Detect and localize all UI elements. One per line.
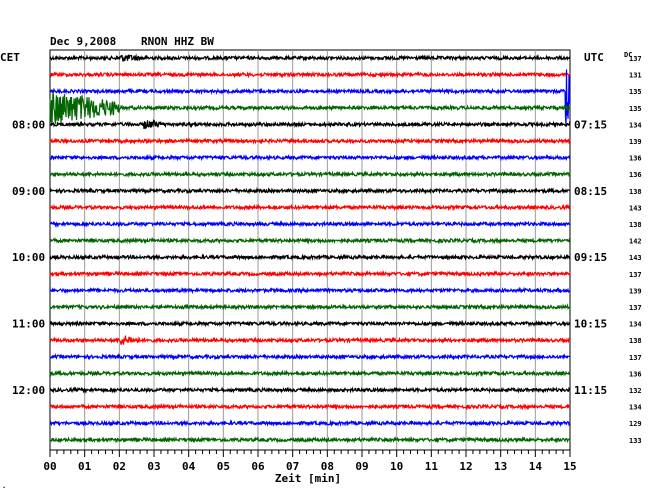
x-tick-label: 06	[251, 460, 265, 473]
trace-row-5	[49, 137, 571, 145]
x-tick-label: 08	[321, 460, 334, 473]
dc-offset-label: 138	[629, 221, 642, 229]
dc-offset-label: 143	[629, 254, 642, 262]
x-tick-label: 04	[182, 460, 196, 473]
right-time-label: 08:15	[574, 185, 607, 198]
dc-offset-label: 135	[629, 105, 642, 113]
trace-row-23	[49, 435, 571, 444]
grid-layer	[49, 49, 571, 451]
trace-row-17	[49, 335, 571, 345]
trace-row-18	[49, 352, 571, 361]
trace-row-20	[49, 386, 571, 394]
trace-row-15	[49, 303, 571, 311]
dc-offset-label: 134	[629, 321, 642, 329]
left-timezone-label: CET	[0, 51, 20, 64]
x-tick-label: 13	[494, 460, 507, 473]
trace-row-7	[49, 170, 571, 179]
right-time-label: 09:15	[574, 251, 607, 264]
x-tick-label: 00	[43, 460, 56, 473]
dc-offset-label: 135	[629, 88, 642, 96]
x-tick-label: 07	[286, 460, 299, 473]
trace-row-16	[49, 319, 571, 328]
trace-row-21	[49, 402, 571, 411]
dc-offset-label: 136	[629, 370, 642, 378]
x-tick-label: 05	[217, 460, 230, 473]
dc-offset-label: 137	[629, 354, 642, 362]
x-tick-label: 14	[529, 460, 543, 473]
dc-offset-label: 139	[629, 287, 642, 295]
trace-row-19	[49, 369, 571, 378]
trace-row-12	[49, 253, 571, 262]
trace-row-13	[49, 269, 571, 278]
trace-row-10	[49, 220, 571, 228]
trace-row-14	[49, 286, 571, 295]
left-time-label: 08:00	[12, 118, 45, 131]
corner-mark: .	[2, 482, 6, 490]
dc-label: DC	[624, 51, 632, 59]
station-label: RNON HHZ BW	[141, 35, 214, 48]
x-tick-label: 02	[113, 460, 126, 473]
x-tick-label: 01	[78, 460, 92, 473]
trace-row-3	[49, 91, 571, 124]
dc-offset-label: 143	[629, 204, 642, 212]
labels-layer: 137 131 135 135 134 139 136 136 138 143 138 142 143 1…	[12, 55, 642, 445]
trace-row-6	[49, 153, 571, 162]
left-time-label: 12:00	[12, 384, 45, 397]
traces-layer	[49, 53, 571, 444]
trace-row-1	[49, 70, 571, 79]
dc-offset-label: 137	[629, 271, 642, 279]
trace-row-11	[49, 236, 571, 245]
x-tick-label: 11	[425, 460, 439, 473]
trace-row-8	[49, 186, 571, 195]
dc-offset-label: 134	[629, 404, 642, 412]
dc-offset-label: 129	[629, 420, 642, 428]
date-label: Dec 9,2008	[50, 35, 116, 48]
x-axis: 00 01 02 03 04 05 06 07 08 09 10 11 12 13 14 15	[43, 449, 577, 473]
x-tick-label: 03	[147, 460, 160, 473]
dc-offset-label: 131	[629, 72, 642, 80]
trace-row-0	[49, 53, 571, 62]
trace-row-9	[49, 203, 571, 212]
dc-offset-label: 139	[629, 138, 642, 146]
dc-offset-label: 142	[629, 238, 642, 246]
left-time-label: 10:00	[12, 251, 45, 264]
trace-row-4	[49, 118, 571, 130]
right-time-label: 11:15	[574, 384, 607, 397]
right-timezone-label: UTC	[584, 51, 604, 64]
dc-offset-label: 136	[629, 171, 642, 179]
x-tick-label: 09	[355, 460, 368, 473]
dc-offset-label: 134	[629, 121, 642, 129]
trace-row-22	[49, 419, 571, 428]
x-axis-label: Zeit [min]	[275, 472, 341, 485]
dc-offset-label: 136	[629, 155, 642, 163]
right-time-label: 07:15	[574, 118, 607, 131]
trace-row-2	[49, 69, 571, 126]
left-time-label: 09:00	[12, 185, 45, 198]
dc-offset-label: 138	[629, 188, 642, 196]
x-tick-label: 10	[390, 460, 403, 473]
right-time-label: 10:15	[574, 318, 607, 331]
dc-offset-label: 133	[629, 437, 642, 445]
left-time-label: 11:00	[12, 318, 45, 331]
dc-offset-label: 137	[629, 55, 642, 63]
dc-offset-label: 137	[629, 304, 642, 312]
x-tick-label: 12	[459, 460, 472, 473]
dc-offset-label: 138	[629, 337, 642, 345]
dc-offset-label: 132	[629, 387, 642, 395]
x-tick-label: 15	[563, 460, 576, 473]
